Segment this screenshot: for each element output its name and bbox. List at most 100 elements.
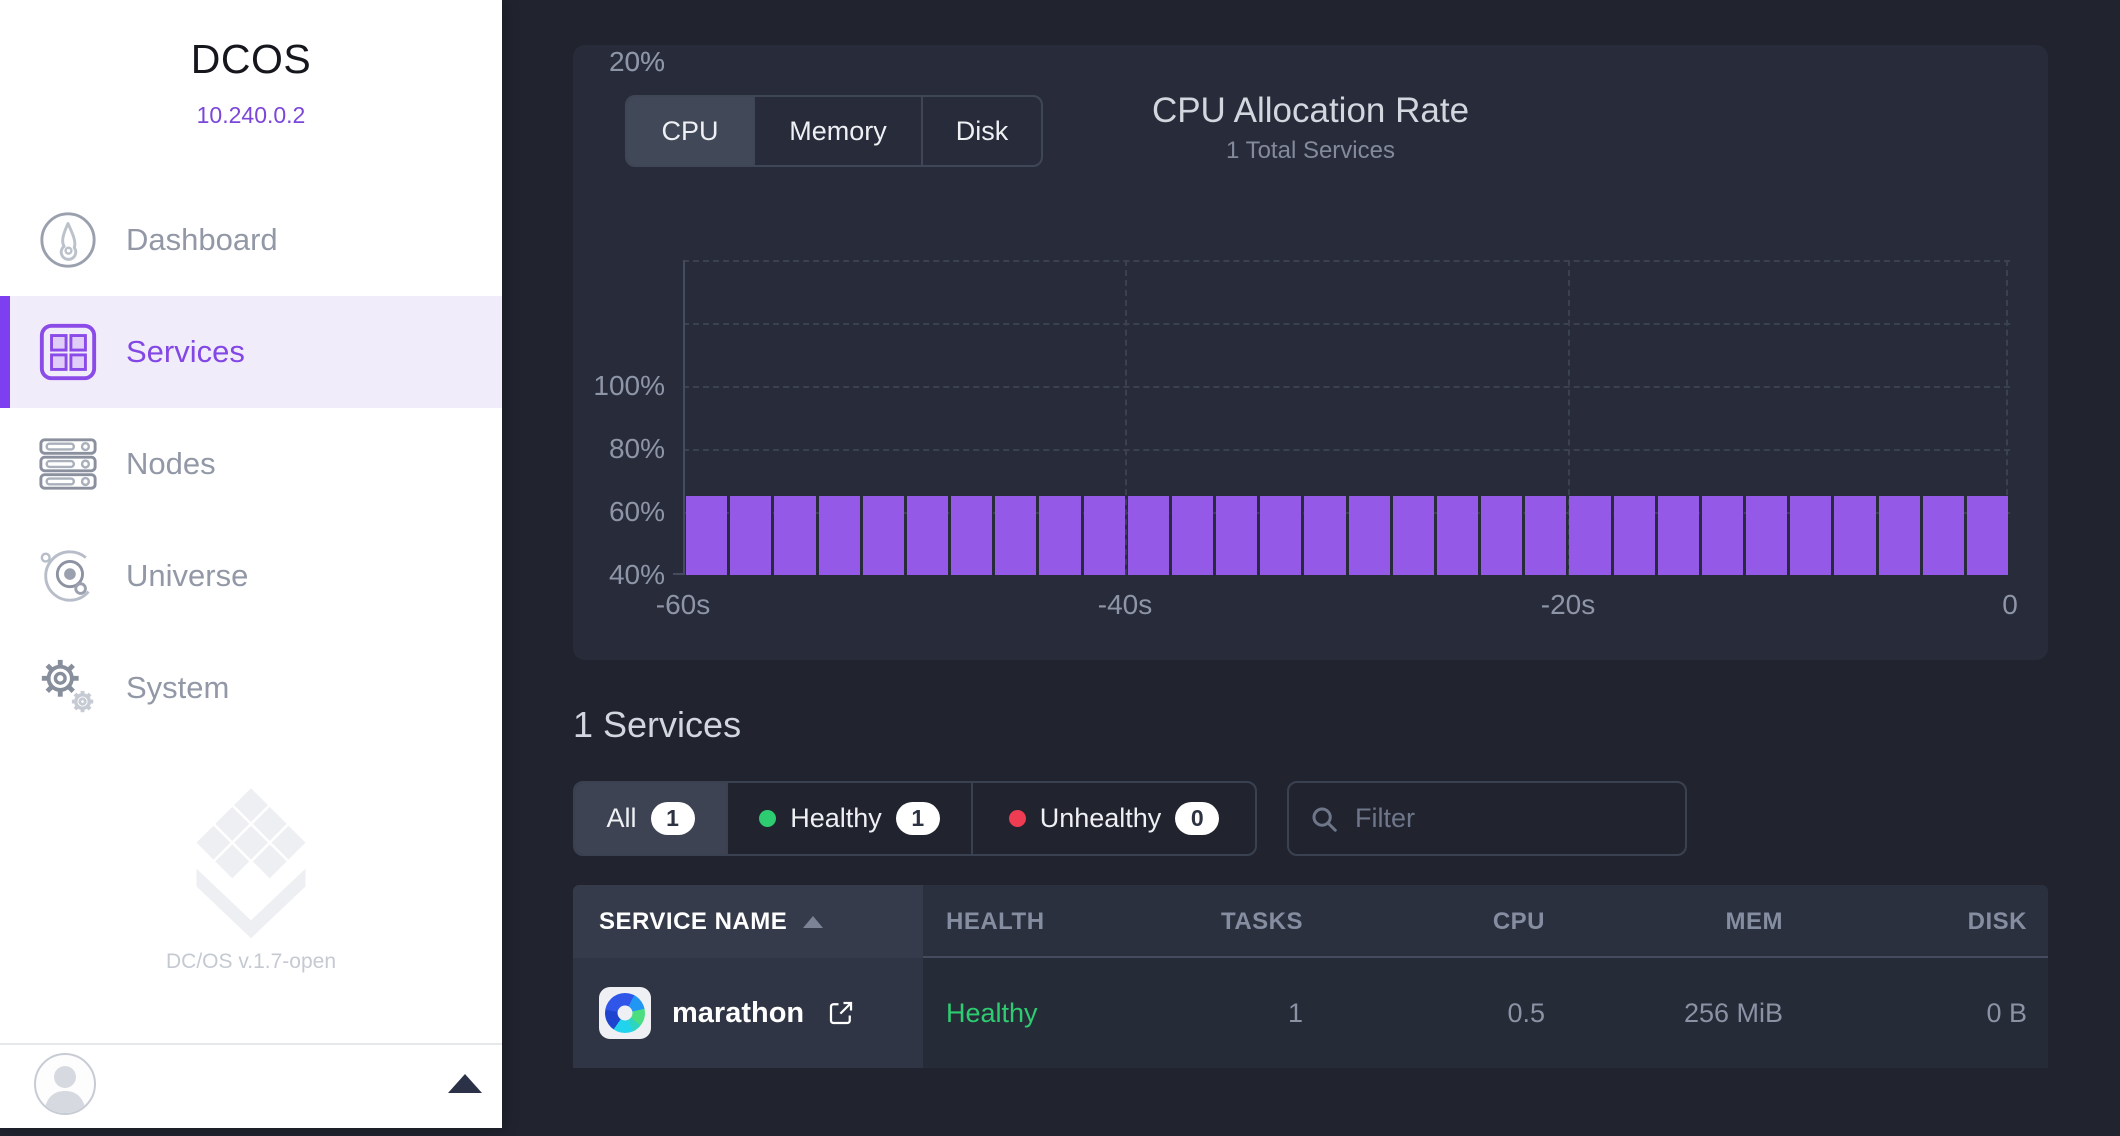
dcos-logo-icon	[184, 788, 318, 942]
sidebar-item-label: Universe	[126, 558, 249, 593]
marathon-logo-icon	[599, 987, 651, 1039]
mem-value: 256 MiB	[1683, 997, 1783, 1028]
gridline	[2006, 260, 2008, 575]
cpu-allocation-bar	[1304, 496, 1346, 575]
column-header-service-name[interactable]: SERVICE NAME	[573, 885, 923, 958]
cpu-allocation-bar	[1701, 496, 1744, 575]
filter-input[interactable]	[1355, 803, 1709, 834]
cpu-allocation-bar	[906, 496, 949, 575]
filter-label: All	[606, 803, 637, 833]
column-header-mem[interactable]: MEM	[1725, 907, 1783, 935]
sidebar-item-dashboard[interactable]: Dashboard	[0, 184, 502, 296]
cpu-allocation-chart	[673, 260, 2010, 575]
cpu-allocation-bar	[1790, 496, 1832, 575]
filter-count-badge: 1	[895, 802, 940, 835]
cpu-allocation-bar	[1481, 496, 1523, 575]
services-count-heading: 1 Services	[573, 704, 742, 745]
cpu-allocation-bar	[1348, 496, 1390, 575]
sidebar-item-label: Services	[126, 334, 245, 369]
healthy-dot-icon	[759, 810, 777, 827]
sidebar-item-nodes[interactable]: Nodes	[0, 408, 502, 520]
cpu-allocation-bar	[1878, 496, 1920, 575]
cpu-allocation-bar	[686, 496, 728, 575]
column-header-disk[interactable]: DISK	[1967, 907, 2027, 935]
cpu-allocation-bar	[1171, 496, 1214, 575]
cpu-allocation-bar	[862, 496, 904, 575]
brand-title: DCOS	[190, 36, 312, 82]
x-axis-label: 0	[2002, 589, 2018, 620]
cpu-allocation-bar	[951, 496, 993, 575]
cpu-allocation-bar	[730, 496, 772, 575]
cpu-value: 0.5	[1507, 997, 1545, 1028]
filter-label: Healthy	[790, 803, 882, 833]
y-axis-label: 20%	[608, 46, 665, 77]
sidebar-item-label: Nodes	[126, 446, 216, 481]
cpu-allocation-bar	[995, 496, 1037, 575]
filter-search-box	[1287, 781, 1709, 856]
filter-count-badge: 0	[1175, 802, 1220, 835]
tab-disk[interactable]: Disk	[921, 97, 1041, 165]
open-service-external-link-icon[interactable]	[826, 998, 856, 1028]
cpu-allocation-bar	[1216, 496, 1258, 575]
table-header-row: SERVICE NAME HEALTH TASKS CPU MEM DISK	[573, 885, 2048, 958]
unhealthy-dot-icon	[1008, 810, 1026, 827]
gridline	[683, 512, 2010, 514]
sidebar-item-label: System	[126, 670, 230, 705]
x-axis-label: -40s	[1097, 589, 1153, 620]
sidebar-item-universe[interactable]: Universe	[0, 520, 502, 632]
gears-icon	[36, 656, 100, 720]
y-axis-label: 40%	[608, 559, 665, 590]
cpu-allocation-bar	[1127, 496, 1169, 575]
y-axis-tick	[673, 573, 683, 575]
resource-tab-group: CPU Memory Disk	[625, 95, 1043, 167]
cpu-allocation-bar	[1083, 496, 1125, 575]
filter-healthy-button[interactable]: Healthy 1	[726, 783, 971, 854]
version-label: DC/OS v.1.7-open	[165, 950, 337, 973]
allocation-panel: CPU Memory Disk CPU Allocation Rate 1 To…	[573, 45, 2048, 660]
column-header-health[interactable]: HEALTH	[946, 907, 1045, 935]
filter-label: Unhealthy	[1039, 803, 1162, 833]
user-avatar[interactable]	[34, 1053, 96, 1115]
x-axis-label: -60s	[655, 589, 711, 620]
cpu-allocation-bar	[1746, 496, 1788, 575]
y-axis-label: 80%	[608, 433, 665, 464]
gridline	[683, 323, 2010, 325]
user-menu-caret-icon[interactable]	[448, 1074, 482, 1093]
filter-all-button[interactable]: All 1	[575, 783, 726, 854]
cpu-allocation-bar	[774, 496, 816, 575]
filter-count-badge: 1	[650, 802, 695, 835]
sidebar-menu: Dashboard Services	[0, 184, 502, 744]
column-header-tasks[interactable]: TASKS	[1220, 907, 1303, 935]
gridline	[683, 386, 2010, 388]
sidebar: DCOS 10.240.0.2 Dashboard	[0, 0, 502, 1128]
gridline	[1125, 260, 1127, 575]
sidebar-item-services[interactable]: Services	[0, 296, 502, 408]
tab-memory[interactable]: Memory	[753, 97, 921, 165]
orbit-icon	[36, 544, 100, 608]
cpu-allocation-bar	[1613, 496, 1655, 575]
y-axis-line	[683, 260, 685, 575]
gridline	[683, 449, 2010, 451]
sort-ascending-icon	[803, 915, 824, 928]
service-row-marathon[interactable]: marathon Healthy 1 0.5 256 MiB 0 B	[573, 958, 2048, 1068]
y-axis-label: 0%	[624, 46, 665, 77]
filter-unhealthy-button[interactable]: Unhealthy 0	[971, 783, 1255, 854]
gridline	[683, 260, 2010, 262]
services-table: SERVICE NAME HEALTH TASKS CPU MEM DISK m…	[573, 885, 2048, 1068]
sidebar-item-system[interactable]: System	[0, 632, 502, 744]
tab-cpu[interactable]: CPU	[627, 97, 753, 165]
cpu-allocation-bar	[1834, 496, 1876, 575]
health-status: Healthy	[946, 997, 1038, 1028]
column-header-cpu[interactable]: CPU	[1492, 907, 1545, 935]
gridline	[1568, 260, 1570, 575]
cpu-allocation-bar	[818, 496, 860, 575]
service-name-cell: marathon	[573, 958, 923, 1068]
cpu-allocation-bar	[1657, 496, 1699, 575]
bar-series	[686, 260, 2009, 575]
cpu-allocation-bar	[1922, 496, 1964, 575]
sidebar-divider	[0, 1043, 502, 1045]
cpu-allocation-bar	[1039, 496, 1081, 575]
y-axis-label: 100%	[595, 370, 665, 401]
cluster-ip-link[interactable]: 10.240.0.2	[196, 102, 306, 128]
